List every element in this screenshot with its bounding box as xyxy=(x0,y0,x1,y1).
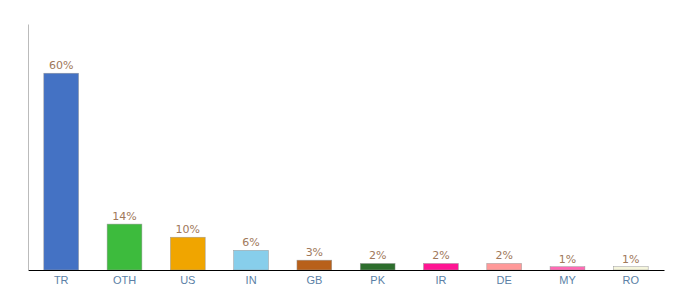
x-tick: TR xyxy=(54,270,69,286)
data-label: 2% xyxy=(432,249,449,262)
x-tick-label: MY xyxy=(559,274,576,286)
x-axis: TR OTH US IN GB PK IR DE MY RO xyxy=(29,270,665,286)
x-tick-label: TR xyxy=(54,274,69,286)
x-tick-label: IR xyxy=(435,274,446,286)
x-tick: PK xyxy=(370,270,385,286)
x-tick-label: US xyxy=(180,274,195,286)
x-tick: DE xyxy=(497,270,512,286)
data-label: 14% xyxy=(112,210,136,223)
x-tick: IR xyxy=(435,270,446,286)
bar xyxy=(297,260,332,270)
bar xyxy=(234,250,269,270)
x-tick: IN xyxy=(246,270,257,286)
bar xyxy=(107,224,142,270)
y-axis-line xyxy=(28,25,29,271)
data-label: 10% xyxy=(176,223,200,236)
bar xyxy=(424,263,459,270)
bar xyxy=(487,263,522,270)
data-label: 2% xyxy=(495,249,512,262)
data-label: 3% xyxy=(306,246,323,259)
x-tick-label: OTH xyxy=(113,274,136,286)
data-label: 6% xyxy=(242,236,259,249)
chart: TR OTH US IN GB PK IR DE MY RO 60% 14% 10% 6% 3% 2% 2% 2%… xyxy=(0,0,680,300)
x-tick: RO xyxy=(623,270,640,286)
bar xyxy=(44,73,79,270)
x-tick-label: PK xyxy=(370,274,385,286)
data-label: 2% xyxy=(369,249,386,262)
bars xyxy=(44,73,648,270)
x-tick-label: IN xyxy=(246,274,257,286)
data-label: 1% xyxy=(559,253,576,266)
x-axis-line xyxy=(29,270,665,271)
x-tick-label: RO xyxy=(623,274,640,286)
data-label: 1% xyxy=(622,253,639,266)
data-labels: 60% 14% 10% 6% 3% 2% 2% 2% 1% 1% xyxy=(49,59,640,266)
plot: TR OTH US IN GB PK IR DE MY RO 60% 14% 10% 6% 3% 2% 2% 2%… xyxy=(29,25,665,286)
y-axis xyxy=(28,25,29,271)
bar xyxy=(550,267,585,270)
x-tick: OTH xyxy=(113,270,136,286)
data-label: 60% xyxy=(49,59,73,72)
bar xyxy=(613,267,648,270)
x-tick-label: DE xyxy=(497,274,512,286)
x-tick: MY xyxy=(559,270,576,286)
x-tick: US xyxy=(180,270,195,286)
x-tick-label: GB xyxy=(306,274,322,286)
bar xyxy=(360,263,395,270)
x-tick: GB xyxy=(306,270,322,286)
bar xyxy=(170,237,205,270)
